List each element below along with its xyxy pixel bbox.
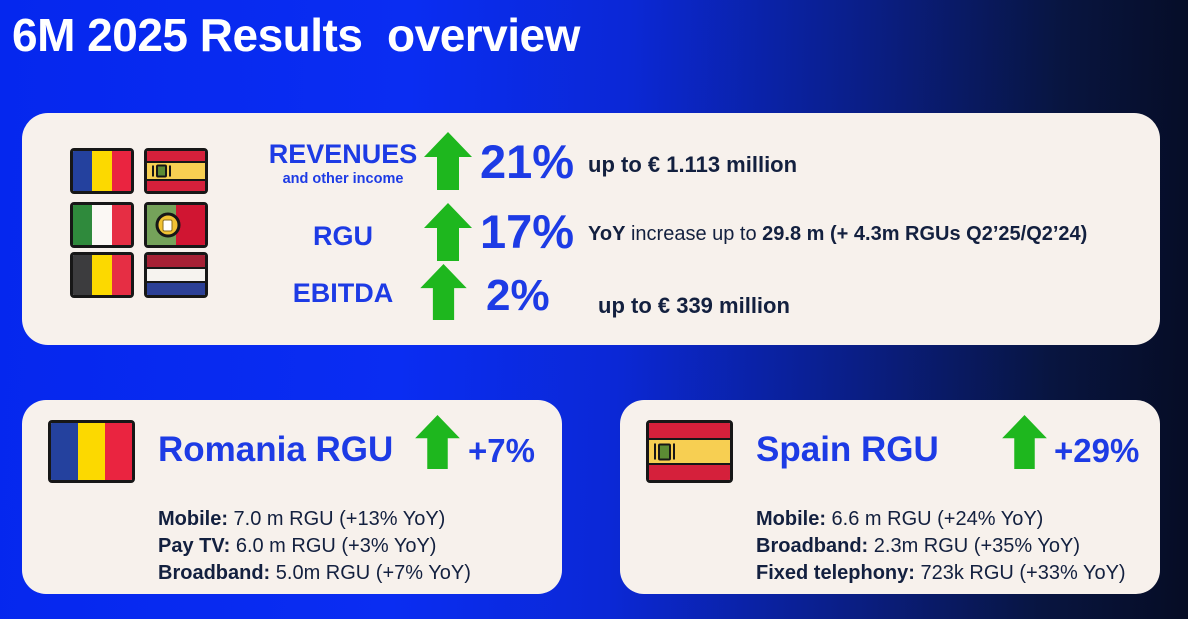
- rgu-growth-pct: 17%: [480, 205, 575, 258]
- up-arrow-icon: [424, 132, 472, 190]
- metric-value: 2.3m RGU (+35% YoY): [868, 535, 1080, 557]
- up-arrow-icon: [424, 203, 472, 261]
- spain-flag-icon: [144, 148, 208, 194]
- flag-stripe: [147, 151, 205, 162]
- rgu-detail-bold-end: 29.8 m (+ 4.3m RGUs Q2’25/Q2’24): [762, 223, 1088, 245]
- flag-stripe: [147, 267, 205, 283]
- metric-value: 723k RGU (+33% YoY): [914, 562, 1126, 584]
- flag-stripe: [92, 205, 112, 245]
- metric-value: 7.0 m RGU (+13% YoY): [228, 508, 446, 530]
- romania-metrics: Mobile: 7.0 m RGU (+13% YoY) Pay TV: 6.0…: [158, 506, 471, 587]
- metric-label: Broadband:: [158, 562, 271, 584]
- portugal-flag-icon: [144, 202, 208, 248]
- metric-line: Fixed telephony: 723k RGU (+33% YoY): [756, 560, 1126, 587]
- metric-label: Pay TV:: [158, 535, 231, 557]
- spain-metrics: Mobile: 6.6 m RGU (+24% YoY) Broadband: …: [756, 506, 1126, 587]
- flag-stripe: [78, 423, 105, 480]
- rgu-detail: YoY increase up to 29.8 m (+ 4.3m RGUs Q…: [588, 223, 1087, 246]
- spain-growth-pct: +29%: [1054, 432, 1140, 469]
- rgu-label: RGU: [313, 221, 373, 251]
- flag-stripe: [111, 151, 131, 191]
- metric-line: Broadband: 5.0m RGU (+7% YoY): [158, 560, 471, 587]
- flag-stripe: [649, 465, 730, 480]
- flag-stripe: [92, 151, 112, 191]
- flag-stripe: [73, 151, 93, 191]
- flag-stripe: [111, 255, 131, 295]
- ebitda-detail: up to € 339 million: [598, 293, 790, 318]
- italy-flag-icon: [70, 202, 134, 248]
- ebitda-growth-pct: 2%: [486, 271, 550, 320]
- netherlands-flag-icon: [144, 252, 208, 298]
- romania-flag-icon: [48, 420, 135, 483]
- rgu-detail-regular: increase up to: [625, 223, 763, 245]
- spain-crest-icon: [654, 443, 675, 460]
- flag-stripe: [73, 205, 93, 245]
- flag-stripe: [147, 180, 205, 191]
- flag-stripe: [147, 282, 205, 295]
- spain-flag-icon: [646, 420, 733, 483]
- metric-label: Broadband:: [756, 535, 869, 557]
- romania-flag-icon: [70, 148, 134, 194]
- flag-stripe: [176, 205, 205, 245]
- flag-stripe: [51, 423, 78, 480]
- flag-stripe: [92, 255, 112, 295]
- spain-card: Spain RGU +29% Mobile: 6.6 m RGU (+24% Y…: [620, 400, 1160, 594]
- metric-line: Pay TV: 6.0 m RGU (+3% YoY): [158, 533, 471, 560]
- rgu-detail-bold: YoY: [588, 223, 626, 245]
- flag-stripe: [147, 161, 205, 181]
- metric-value: 6.6 m RGU (+24% YoY): [826, 508, 1044, 530]
- up-arrow-icon: [1002, 415, 1047, 469]
- metric-value: 6.0 m RGU (+3% YoY): [230, 535, 437, 557]
- revenues-sublabel: and other income: [282, 171, 404, 187]
- spain-crest-icon: [152, 164, 171, 178]
- flag-stripe: [111, 205, 131, 245]
- metric-value: 5.0m RGU (+7% YoY): [270, 562, 471, 584]
- romania-card-title: Romania RGU: [158, 430, 394, 469]
- page-title: 6M 2025 Results overview: [12, 9, 580, 61]
- metric-label: Fixed telephony:: [756, 562, 915, 584]
- flag-stripe: [105, 423, 132, 480]
- belgium-flag-icon: [70, 252, 134, 298]
- up-arrow-icon: [415, 415, 460, 469]
- metric-line: Mobile: 6.6 m RGU (+24% YoY): [756, 506, 1126, 533]
- portugal-crest-icon: [155, 212, 181, 238]
- metric-line: Mobile: 7.0 m RGU (+13% YoY): [158, 506, 471, 533]
- romania-card: Romania RGU +7% Mobile: 7.0 m RGU (+13% …: [22, 400, 562, 594]
- flag-stripe: [649, 437, 730, 466]
- spain-card-title: Spain RGU: [756, 430, 939, 469]
- up-arrow-icon: [420, 264, 467, 320]
- ebitda-label: EBITDA: [292, 278, 394, 308]
- summary-card: REVENUES and other income 21% up to € 1.…: [22, 113, 1160, 345]
- flag-stripe: [73, 255, 93, 295]
- flag-stripe: [649, 423, 730, 438]
- flag-stripe: [147, 255, 205, 268]
- metric-line: Broadband: 2.3m RGU (+35% YoY): [756, 533, 1126, 560]
- revenues-growth-pct: 21%: [480, 135, 575, 188]
- revenues-detail: up to € 1.113 million: [588, 152, 798, 177]
- revenues-label: REVENUES: [268, 139, 418, 169]
- metric-label: Mobile:: [158, 508, 228, 530]
- romania-growth-pct: +7%: [468, 432, 535, 469]
- metric-label: Mobile:: [756, 508, 826, 530]
